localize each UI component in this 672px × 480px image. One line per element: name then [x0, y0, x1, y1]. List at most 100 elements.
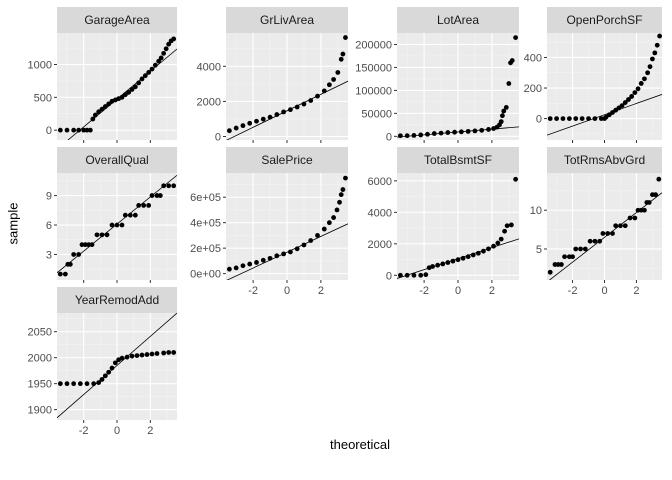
- saleprice-qq-point: [287, 249, 293, 255]
- saleprice-qq-point: [326, 220, 332, 226]
- openporchsf-qq-point: [586, 116, 591, 121]
- garagearea-qq-point: [106, 101, 112, 107]
- totalbsmtsf-qq-point: [460, 255, 466, 261]
- totrmsabvgrd-qq-point: [573, 246, 579, 252]
- overallqual-qq-point: [76, 252, 82, 257]
- openporchsf-qq-point: [632, 90, 638, 96]
- yearremodadd-qq-point: [144, 352, 150, 357]
- totalbsmtsf-qq-point: [418, 272, 424, 278]
- yearremodadd-qq-point: [129, 353, 135, 359]
- openporchsf-ytick-label: 0: [536, 114, 542, 126]
- totalbsmtsf-qq-point: [504, 223, 510, 229]
- openporchsf-strip-label: OpenPorchSF: [566, 13, 642, 27]
- lotarea-qq-point: [452, 129, 458, 135]
- overallqual-qq-point: [166, 183, 172, 189]
- yearremodadd-qq-point: [161, 350, 167, 356]
- lotarea-ytick-label: 150000: [355, 62, 392, 74]
- yearremodadd-qq-point: [99, 377, 105, 382]
- totalbsmtsf-xtick-label: 0: [455, 285, 461, 297]
- saleprice-qq-point: [337, 199, 342, 205]
- saleprice-qq-point: [343, 175, 348, 181]
- saleprice-qq-point: [240, 263, 246, 269]
- overallqual-qq-point: [62, 271, 68, 277]
- grlivarea-qq-point: [240, 123, 246, 129]
- saleprice-qq-point: [331, 215, 336, 220]
- openporchsf-qq-point: [652, 50, 658, 56]
- yearremodadd-qq-point: [171, 350, 177, 355]
- totrmsabvgrd-qq-point: [578, 246, 583, 252]
- grlivarea-strip-label: GrLivArea: [260, 13, 314, 27]
- totalbsmtsf-ytick-label: 2000: [368, 239, 392, 251]
- lotarea-qq-point: [498, 119, 504, 125]
- yearremodadd-qq-point: [119, 355, 125, 361]
- totrmsabvgrd-xtick-label: 0: [601, 285, 607, 297]
- overallqual-qq-point: [104, 232, 110, 238]
- openporchsf-qq-point: [642, 76, 647, 82]
- totalbsmtsf-qq-point: [450, 258, 456, 264]
- garagearea-qq-point: [57, 127, 63, 133]
- overallqual-qq-point: [119, 222, 125, 228]
- totrmsabvgrd-qq-point: [570, 254, 575, 260]
- overallqual-qq-point: [127, 212, 133, 218]
- yearremodadd-qq-point: [91, 381, 97, 387]
- overallqual-qq-point: [71, 252, 77, 257]
- saleprice-qq-point: [274, 253, 280, 259]
- grlivarea-ytick-label: 4000: [197, 61, 221, 73]
- overallqual-qq-point: [67, 261, 73, 267]
- overallqual-qq-point: [109, 222, 115, 228]
- lotarea-qq-point: [445, 130, 451, 135]
- yearremodadd-qq-point: [149, 351, 155, 357]
- totalbsmtsf-xtick-label: -2: [419, 285, 429, 297]
- openporchsf-qq-point: [579, 116, 585, 121]
- openporchsf-qq-point: [650, 56, 655, 62]
- lotarea-strip: [397, 7, 519, 33]
- saleprice-qq-point: [254, 260, 259, 265]
- saleprice-qq-point: [315, 233, 320, 238]
- overallqual-strip: [57, 147, 177, 173]
- lotarea-qq-point: [472, 128, 478, 134]
- garagearea-qq-point: [171, 36, 177, 42]
- lotarea-qq-point: [465, 128, 471, 134]
- saleprice-qq-point: [334, 207, 340, 213]
- yearremodadd-ytick-label: 1900: [28, 405, 52, 417]
- overallqual-qq-point: [114, 222, 120, 228]
- lotarea-qq-point: [509, 58, 515, 63]
- totrmsabvgrd-ytick-label: 10: [530, 205, 542, 217]
- overallqual-qq-point: [86, 242, 92, 248]
- grlivarea-qq-point: [226, 128, 232, 134]
- saleprice-ytick-label: 4e+05: [190, 218, 221, 230]
- totalbsmtsf-ytick-label: 4000: [368, 207, 392, 219]
- yearremodadd-qq-point: [64, 381, 70, 387]
- lotarea-ytick-label: 100000: [355, 85, 392, 97]
- totrmsabvgrd-qq-point: [610, 231, 615, 236]
- grlivarea-ytick-label: 2000: [197, 96, 221, 108]
- totalbsmtsf-qq-point: [498, 236, 504, 242]
- totrmsabvgrd-qq-point: [613, 223, 619, 229]
- garagearea-qq-point: [99, 106, 105, 112]
- saleprice-qq-point: [247, 261, 253, 267]
- lotarea-ytick-label: 200000: [355, 39, 392, 51]
- lotarea-qq-point: [404, 133, 410, 139]
- totalbsmtsf-xtick-label: 2: [489, 285, 495, 297]
- totalbsmtsf-qq-point: [440, 261, 446, 267]
- overallqual-strip-label: OverallQual: [85, 153, 148, 167]
- garagearea-ytick-label: 500: [34, 92, 52, 104]
- totrmsabvgrd-qq-point: [642, 207, 647, 213]
- garagearea-ytick-label: 1000: [28, 60, 52, 72]
- lotarea-qq-point: [479, 127, 485, 133]
- totalbsmtsf-strip-label: TotalBsmtSF: [424, 153, 492, 167]
- totrmsabvgrd-qq-point: [656, 176, 662, 182]
- garagearea-qq-point: [142, 73, 148, 79]
- totrmsabvgrd-qq-point: [587, 238, 593, 244]
- totalbsmtsf-qq-point: [491, 243, 496, 249]
- totalbsmtsf-ytick-label: 6000: [368, 176, 392, 188]
- yearremodadd-ytick-label: 2050: [28, 327, 52, 339]
- lotarea-qq-point: [411, 133, 417, 138]
- totrmsabvgrd-qq-point: [547, 269, 553, 275]
- grlivarea-qq-point: [260, 116, 266, 122]
- grlivarea-qq-point: [247, 120, 253, 126]
- yearremodadd-ytick-label: 2000: [28, 353, 52, 365]
- totrmsabvgrd-qq-point: [582, 246, 588, 252]
- grlivarea-qq-point: [301, 101, 307, 107]
- yearremodadd-xtick-label: 2: [147, 425, 153, 437]
